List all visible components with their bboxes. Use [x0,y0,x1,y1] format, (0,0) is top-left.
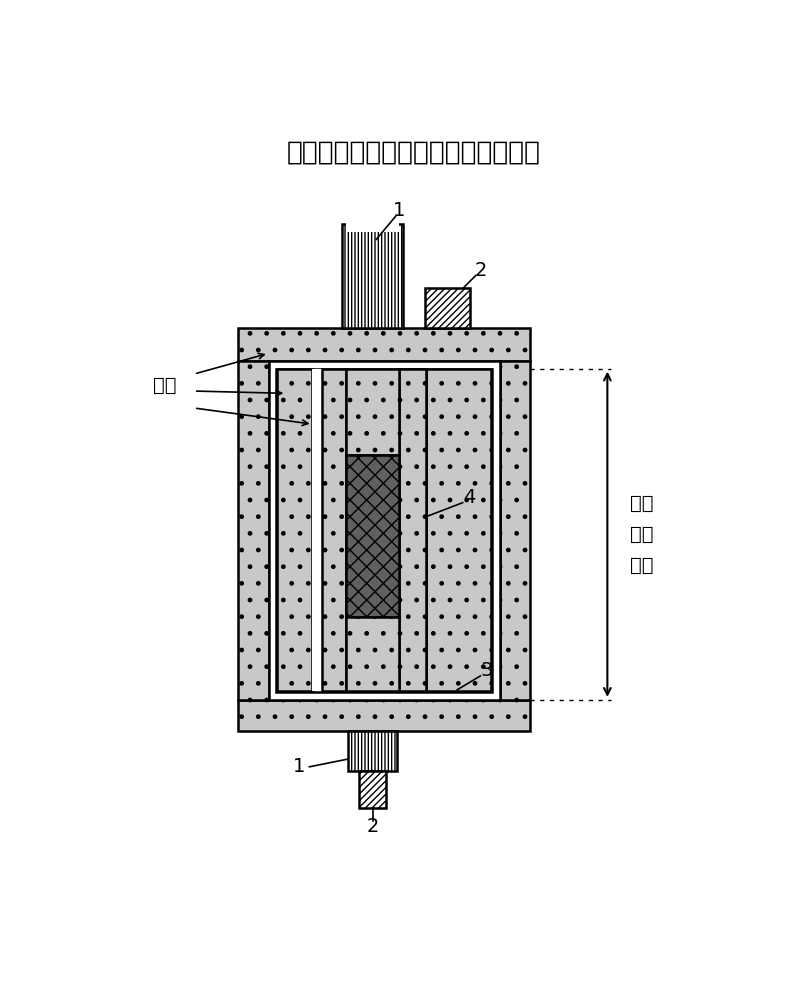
Text: 4: 4 [463,488,475,507]
Bar [346,455,399,617]
Bar [342,224,403,328]
Bar [322,369,346,691]
Bar [268,361,499,700]
Bar [399,369,427,691]
Bar [268,361,499,700]
Bar [427,369,491,691]
Text: 膨胀
补偿
区域: 膨胀 补偿 区域 [630,494,654,575]
Text: 3: 3 [480,661,493,680]
Bar [348,731,398,771]
Bar [238,361,268,700]
Text: 狭槽: 狭槽 [153,376,176,395]
Bar [425,288,469,328]
Bar [313,369,322,691]
Bar [346,222,399,232]
Bar [346,617,399,691]
Bar [499,361,530,700]
Bar [346,369,399,455]
Text: 2: 2 [366,817,379,836]
Text: 1: 1 [293,757,305,776]
Bar [277,369,313,691]
Bar [360,771,385,808]
Bar [276,369,492,692]
Bar [399,369,427,691]
Text: 2: 2 [474,261,486,280]
Text: 膨胀补偿型电气玻璃焊料连接件简图: 膨胀补偿型电气玻璃焊料连接件简图 [287,139,541,165]
Bar [238,700,530,731]
Bar [238,328,530,361]
Text: 1: 1 [393,201,406,220]
